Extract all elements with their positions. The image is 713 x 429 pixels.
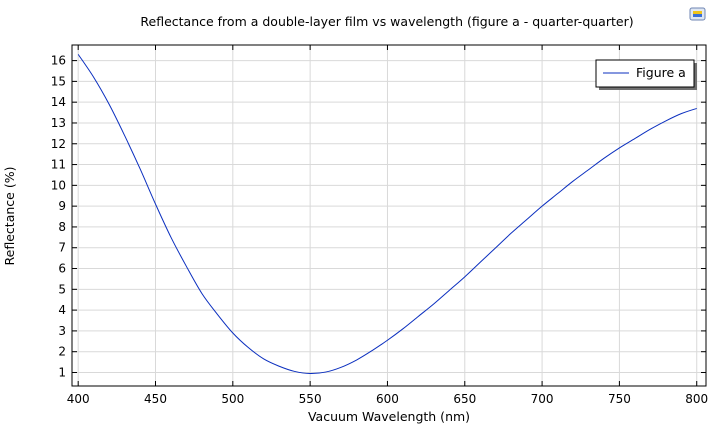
chart-title: Reflectance from a double-layer film vs … (140, 14, 633, 29)
y-tick-label: 1 (58, 365, 66, 379)
y-tick-label: 2 (58, 345, 66, 359)
y-tick-label: 9 (58, 199, 66, 213)
series-layer (77, 54, 697, 375)
x-tick-label: 450 (144, 392, 167, 406)
y-tick-label: 16 (51, 54, 66, 68)
y-axis-label: Reflectance (%) (2, 167, 17, 266)
y-tick-label: 7 (58, 241, 66, 255)
y-tick-label: 4 (58, 303, 66, 317)
series-line-figure-a (77, 54, 697, 375)
y-tick-label: 15 (51, 74, 66, 88)
ticks: 400 450 500 550 600 650 700 750 8001234567891011… (51, 45, 708, 406)
y-tick-label: 8 (58, 220, 66, 234)
grid (72, 45, 706, 386)
x-tick-label: 750 (608, 392, 631, 406)
y-tick-label: 11 (51, 158, 66, 172)
x-tick-label: 500 (221, 392, 244, 406)
y-tick-label: 3 (58, 324, 66, 338)
x-axis-label: Vacuum Wavelength (nm) (308, 409, 470, 424)
x-tick-label: 800 (685, 392, 708, 406)
image-export-icon[interactable] (689, 7, 706, 21)
x-tick-label: 550 (299, 392, 322, 406)
y-tick-label: 14 (51, 95, 66, 109)
legend: Figure a (595, 59, 697, 90)
x-tick-label: 700 (531, 392, 554, 406)
y-tick-label: 6 (58, 262, 66, 276)
y-tick-label: 13 (51, 116, 66, 130)
plot-frame (71, 44, 707, 387)
x-tick-label: 650 (453, 392, 476, 406)
y-tick-label: 5 (58, 282, 66, 296)
x-tick-label: 600 (376, 392, 399, 406)
legend-label-figure-a: Figure a (636, 65, 686, 80)
y-tick-label: 12 (51, 137, 66, 151)
y-tick-label: 10 (51, 178, 66, 192)
x-tick-label: 400 (67, 392, 90, 406)
